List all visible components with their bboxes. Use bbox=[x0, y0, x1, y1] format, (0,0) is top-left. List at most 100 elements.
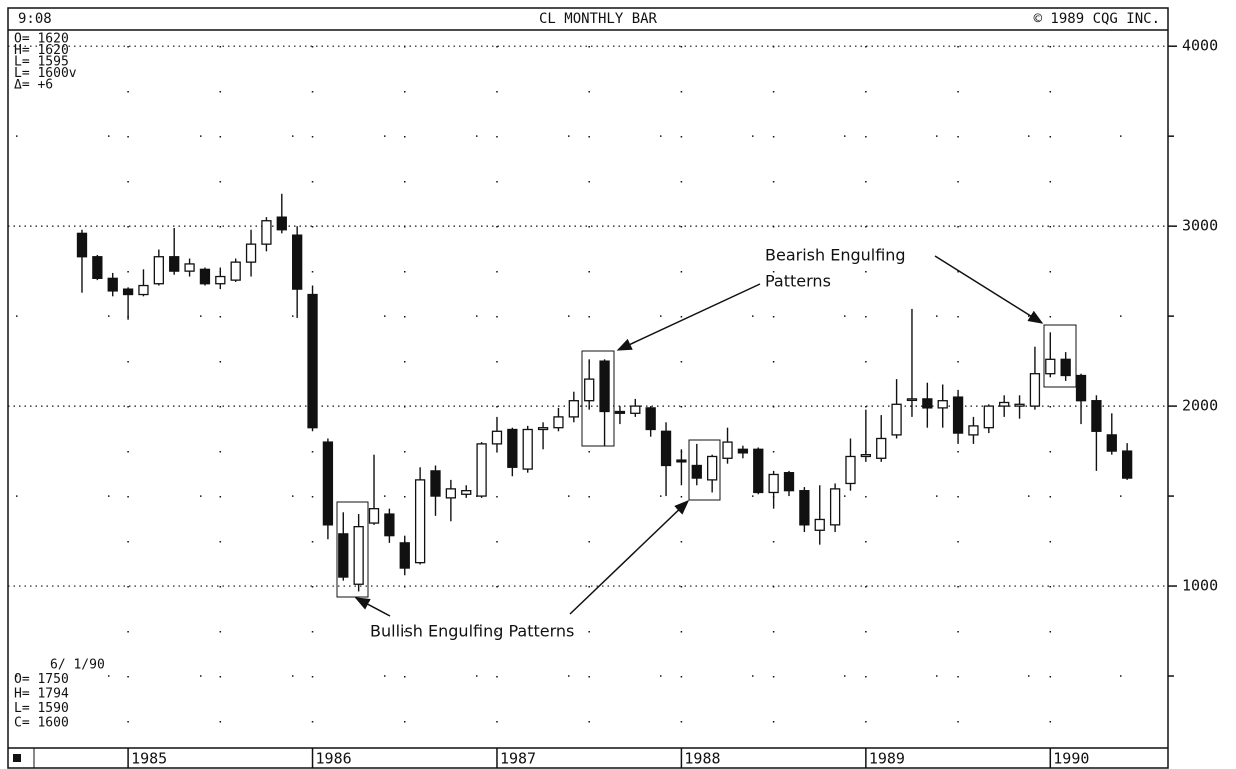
info-line: L= 1600v bbox=[14, 66, 77, 81]
candle-body bbox=[783, 472, 795, 492]
candle-body bbox=[1121, 450, 1133, 479]
info-line: C= 1600 bbox=[14, 716, 69, 731]
candle-body bbox=[876, 437, 887, 459]
candle-body bbox=[522, 428, 533, 470]
candle-body bbox=[599, 360, 610, 413]
candle-body bbox=[753, 448, 764, 494]
candle-body bbox=[353, 526, 364, 585]
info-line: L= 1595 bbox=[14, 55, 69, 70]
chart-title: CL MONTHLY BAR bbox=[539, 11, 658, 27]
candle-body bbox=[937, 400, 948, 409]
candle-body bbox=[476, 443, 487, 497]
pattern-box bbox=[336, 501, 369, 598]
candle-body bbox=[414, 479, 426, 564]
info-line: 6/ 1/90 bbox=[50, 658, 105, 673]
candle-body bbox=[1014, 403, 1025, 407]
candle-body bbox=[276, 216, 287, 231]
candle-body bbox=[507, 428, 518, 468]
candle-body bbox=[814, 518, 825, 531]
info-line: Δ= +6 bbox=[14, 78, 53, 93]
header-time: 9:08 bbox=[18, 11, 52, 27]
annotation: Bullish Engulfing Patterns bbox=[370, 622, 574, 641]
y-tick-label: 3000 bbox=[1182, 217, 1218, 235]
candle-body bbox=[368, 508, 380, 524]
info-line: H= 1794 bbox=[14, 687, 69, 702]
y-tick-label: 2000 bbox=[1182, 397, 1218, 415]
candle-body bbox=[245, 243, 257, 263]
candle-body bbox=[614, 410, 626, 414]
x-tick-label: 1986 bbox=[316, 750, 352, 768]
candle-body bbox=[338, 533, 349, 578]
candle-body bbox=[261, 220, 272, 245]
x-tick-label: 1990 bbox=[1053, 750, 1089, 768]
candle-body bbox=[983, 405, 994, 429]
candle-body bbox=[1060, 358, 1071, 377]
candle-body bbox=[92, 256, 103, 279]
candle-body bbox=[707, 455, 718, 481]
candle-body bbox=[691, 464, 702, 479]
candle-body bbox=[676, 459, 687, 463]
info-line: L= 1590 bbox=[14, 701, 69, 716]
arrow bbox=[934, 255, 1044, 324]
candle-body bbox=[630, 405, 641, 414]
arrow bbox=[354, 597, 391, 617]
candle-body bbox=[292, 234, 303, 290]
x-tick-label: 1985 bbox=[131, 750, 167, 768]
arrow bbox=[616, 283, 761, 351]
candle-body bbox=[553, 416, 564, 429]
candle-body bbox=[799, 490, 810, 526]
frame bbox=[7, 7, 1169, 769]
info-line: H= 1620 bbox=[14, 43, 69, 58]
y-tick-label: 4000 bbox=[1182, 37, 1218, 55]
x-tick-label: 1989 bbox=[869, 750, 905, 768]
candle-body bbox=[584, 378, 595, 402]
candle-body bbox=[153, 256, 164, 285]
candle-body bbox=[968, 425, 979, 436]
candle-body bbox=[215, 275, 226, 285]
candle-body bbox=[169, 256, 180, 272]
candle-body bbox=[829, 488, 841, 526]
candle-body bbox=[199, 268, 211, 285]
candle-body bbox=[445, 488, 457, 499]
candle-body bbox=[138, 284, 149, 296]
annotation: Bearish Engulfing bbox=[765, 246, 906, 265]
candle-body bbox=[1091, 400, 1102, 432]
pattern-box bbox=[688, 439, 721, 501]
candle-body bbox=[891, 403, 902, 436]
candle-body bbox=[737, 448, 749, 454]
candle-body bbox=[107, 277, 118, 292]
x-tick-label: 1988 bbox=[684, 750, 720, 768]
candle-body bbox=[384, 513, 395, 537]
candle-body bbox=[1029, 373, 1041, 407]
candle-body bbox=[430, 470, 441, 497]
candle-body bbox=[1045, 358, 1056, 375]
candle-body bbox=[230, 261, 241, 281]
candle-body bbox=[1106, 434, 1117, 452]
candle-body bbox=[845, 455, 856, 485]
header-copyright: © 1989 CQG INC. bbox=[1034, 11, 1160, 27]
corner-icon bbox=[13, 754, 21, 762]
candle-body bbox=[860, 454, 872, 458]
candle-body bbox=[537, 427, 549, 431]
pattern-box bbox=[581, 350, 615, 447]
x-tick-label: 1987 bbox=[500, 750, 536, 768]
candle-body bbox=[922, 398, 933, 409]
candle-body bbox=[491, 430, 503, 445]
candle-body bbox=[307, 293, 318, 429]
candle-body bbox=[645, 407, 656, 431]
candle-body bbox=[952, 396, 964, 434]
candle-body bbox=[76, 232, 88, 258]
candle-body bbox=[1075, 374, 1087, 402]
annotation-arrows bbox=[354, 255, 1044, 617]
pattern-box bbox=[1043, 324, 1077, 388]
candle-body bbox=[184, 263, 195, 272]
candle-body bbox=[399, 542, 410, 569]
arrow bbox=[569, 499, 690, 615]
candle-body bbox=[906, 398, 918, 402]
candle-body bbox=[999, 401, 1010, 407]
candle-body bbox=[322, 441, 334, 526]
annotation-boxes bbox=[336, 324, 1077, 598]
candle-body bbox=[122, 288, 134, 296]
info-line: O= 1750 bbox=[14, 672, 69, 687]
